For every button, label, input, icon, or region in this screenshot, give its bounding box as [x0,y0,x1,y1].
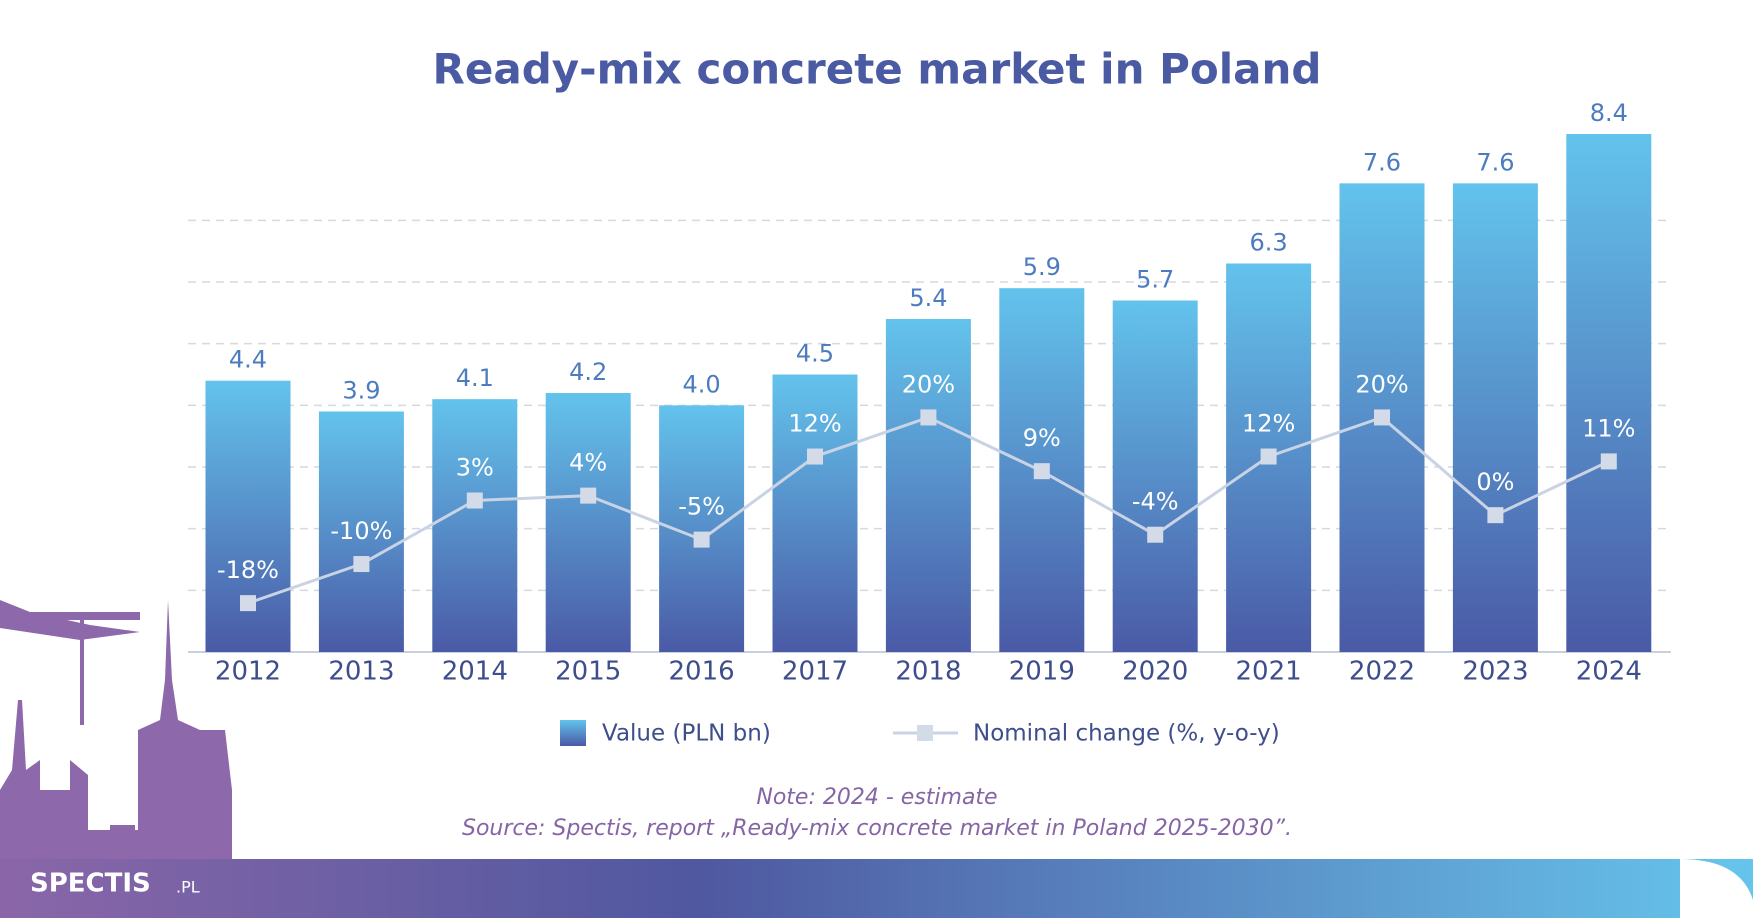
legend-label: Nominal change (%, y-o-y) [973,721,1280,747]
logo: SPECTIS [30,869,151,899]
x-tick-label: 2012 [215,657,281,687]
bar [772,374,858,652]
bar-label: 4.4 [229,346,267,374]
x-tick-label: 2019 [1009,657,1075,687]
bar-label: 4.5 [796,340,834,368]
x-tick-label: 2017 [782,657,848,687]
line-label: -4% [1132,488,1179,516]
line-label: 3% [456,454,494,482]
line-marker [693,531,710,548]
x-tick-label: 2020 [1122,657,1188,687]
footer-band [0,859,1753,918]
line-label: 11% [1582,414,1635,442]
line-marker [1260,448,1277,465]
bar-label: 5.4 [909,284,947,312]
line-marker [353,556,370,573]
bar-label: 5.9 [1023,253,1061,281]
legend-swatch [560,720,586,746]
bar-label: 8.4 [1590,99,1628,127]
bar [1112,300,1198,652]
x-tick-label: 2021 [1236,657,1302,687]
bar-label: 6.3 [1250,229,1288,257]
line-marker [580,487,597,504]
x-tick-label: 2015 [555,657,621,687]
line-label: 20% [1355,370,1408,398]
x-tick-label: 2016 [669,657,735,687]
bar [1566,134,1652,652]
logo-suffix: .PL [176,878,200,897]
bar-label: 7.6 [1363,148,1401,176]
skyline [0,600,232,860]
x-tick-label: 2023 [1462,657,1528,687]
x-tick-label: 2018 [895,657,961,687]
line-label: 20% [902,370,955,398]
footer-corner [1680,859,1753,918]
line-label: -18% [217,556,279,584]
bar [545,393,631,652]
note: Note: 2024 - estimate [756,785,997,810]
line-marker [807,448,823,465]
line-marker [1033,463,1050,480]
bar [1452,183,1538,653]
x-tick-label: 2024 [1576,657,1642,687]
bar-label: 3.9 [342,377,380,405]
source: Source: Spectis, report „Ready-mix concr… [462,816,1292,841]
line-marker [920,409,937,426]
bar-label: 4.2 [569,358,607,386]
bar-label: 7.6 [1476,148,1514,176]
bar-label: 4.1 [456,364,494,392]
line-marker [1147,526,1164,543]
x-tick-label: 2022 [1349,657,1415,687]
bar [205,380,291,652]
bar-label: 5.7 [1136,266,1174,294]
line-marker [466,492,483,509]
line-label: 12% [1242,410,1295,438]
line-label: 4% [569,449,607,477]
line-label: 0% [1476,468,1514,496]
bar [432,399,518,652]
bar [885,319,971,652]
line-label: -5% [678,493,725,521]
line-marker [1374,409,1390,426]
bar-label: 4.0 [683,370,721,398]
line-marker [1487,507,1504,524]
line-label: 12% [788,410,841,438]
chart-title: Ready-mix concrete market in Poland [433,45,1322,94]
legend-label: Value (PLN bn) [602,721,771,747]
legend-marker [917,725,933,741]
x-tick-label: 2014 [442,657,508,687]
bar [318,411,404,652]
x-tick-label: 2013 [328,657,394,687]
line-marker [1600,453,1617,470]
line-label: -10% [330,517,392,545]
line-marker [240,595,256,612]
line-label: 9% [1023,424,1061,452]
